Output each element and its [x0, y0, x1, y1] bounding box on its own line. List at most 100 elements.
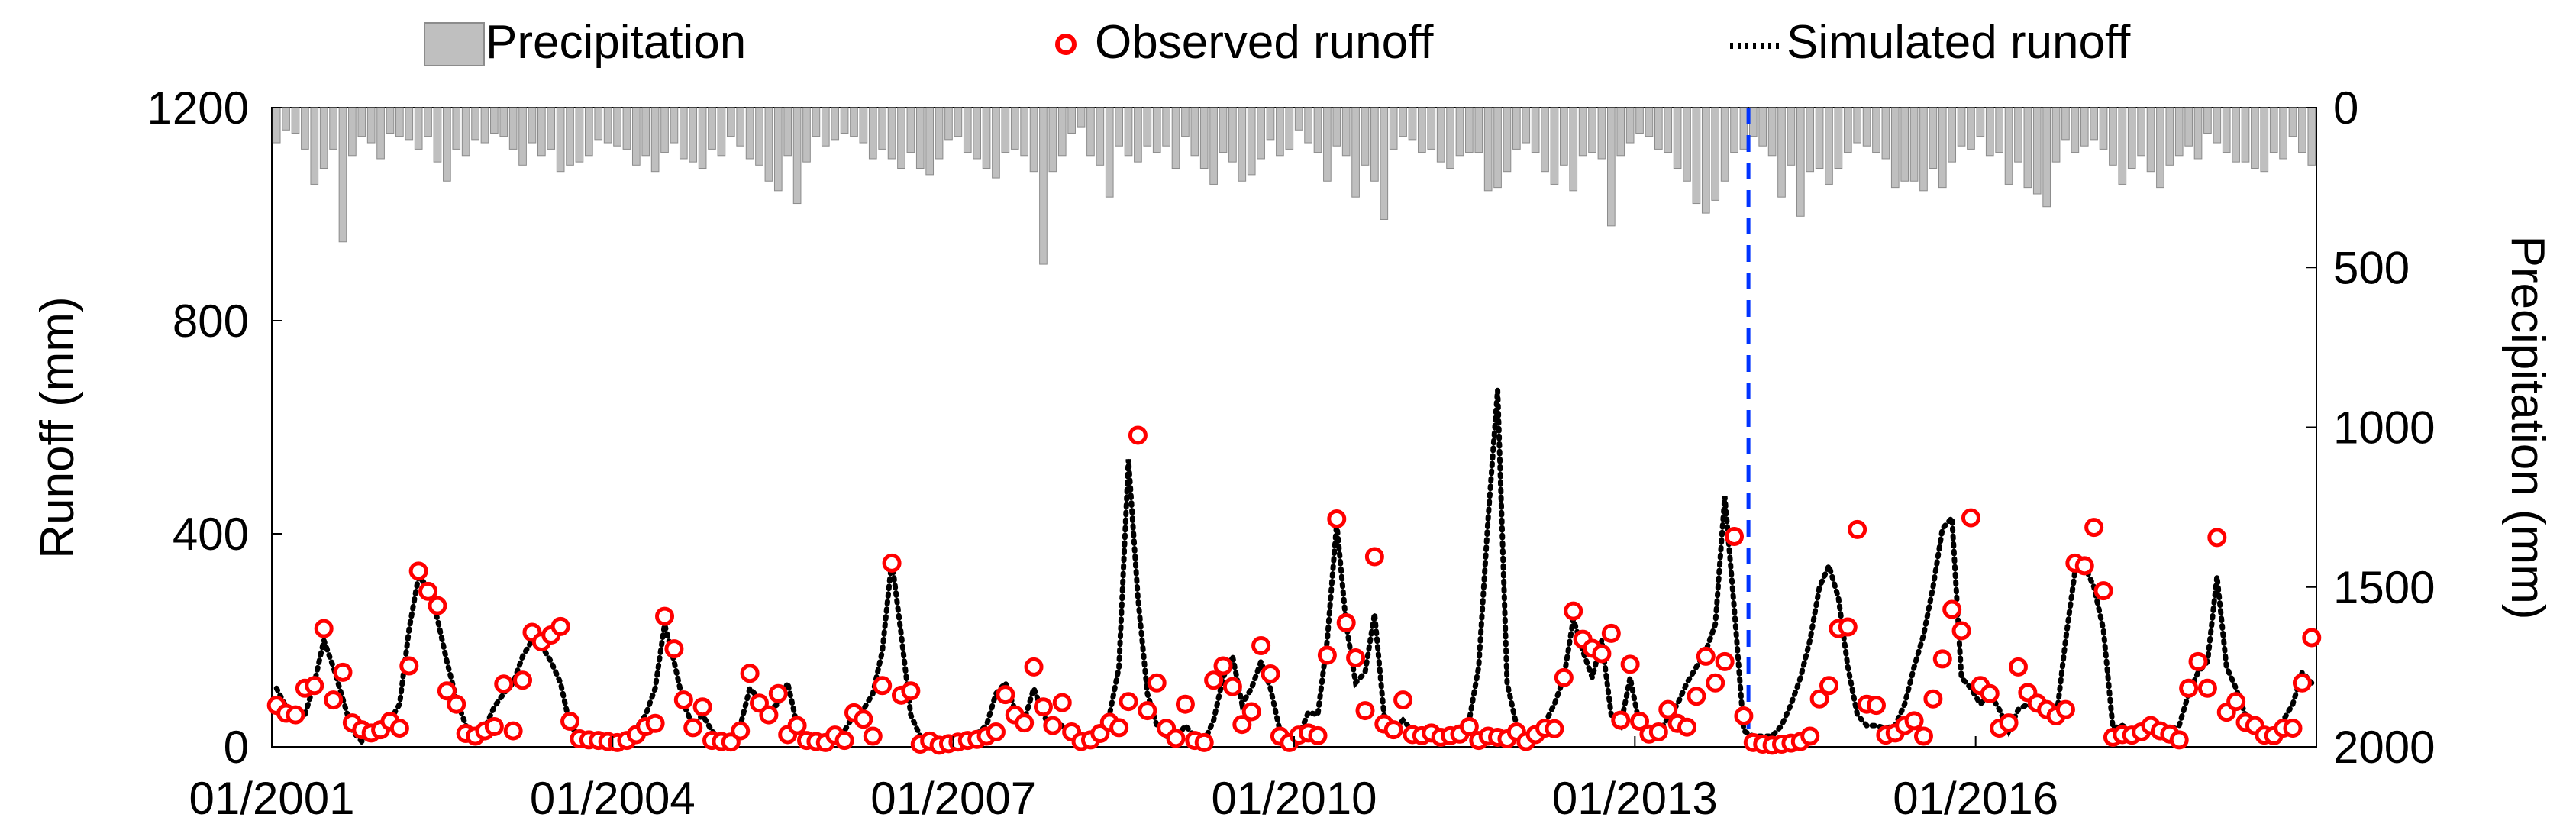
precipitation-bar: [1701, 107, 1710, 214]
precipitation-bar: [1531, 107, 1540, 153]
precipitation-bar: [1645, 107, 1654, 137]
observed-runoff-point: [692, 697, 712, 717]
precipitation-bar: [792, 107, 802, 205]
observed-runoff-point: [1942, 599, 1962, 619]
simulated-runoff-point: [1592, 677, 1593, 678]
precipitation-bar: [2118, 107, 2127, 185]
observed-runoff-point: [683, 718, 703, 738]
x-tick-label: 01/2010: [1212, 773, 1377, 824]
observed-runoff-point: [1838, 617, 1858, 637]
precipitation-bar: [1720, 107, 1729, 182]
precipitation-bar: [963, 107, 972, 153]
precipitation-bar: [1664, 107, 1673, 153]
x-tick-label: 01/2016: [1893, 773, 2058, 824]
precipitation-bar: [566, 107, 574, 166]
observed-runoff-point: [986, 722, 1006, 741]
observed-runoff-point: [333, 662, 353, 682]
precipitation-bar: [2174, 107, 2184, 157]
precipitation-bar: [1890, 107, 1900, 189]
observed-runoff-point: [1648, 722, 1668, 741]
precipitation-bar: [490, 107, 499, 134]
observed-runoff-point: [768, 683, 788, 703]
precipitation-bar: [1020, 107, 1028, 157]
simulated-runoff-point: [1999, 709, 2000, 710]
plot-frame: [271, 107, 2317, 748]
precipitation-bar: [319, 107, 328, 170]
observed-runoff-point: [1383, 720, 1403, 740]
precipitation-bar: [1427, 107, 1436, 150]
simulated-runoff-point: [645, 714, 647, 716]
precipitation-bar: [821, 107, 830, 147]
observed-runoff-point: [882, 553, 902, 573]
observed-runoff-point: [655, 606, 675, 626]
precipitation-bar: [499, 107, 508, 137]
left-axis-title: Runoff (mm): [31, 296, 84, 558]
simulated-runoff-point: [1364, 671, 1366, 673]
precipitation-bar: [1474, 107, 1483, 153]
simulated-runoff-point: [2017, 709, 2019, 710]
simulated-runoff-point: [1629, 677, 1631, 678]
legend-precip-swatch: [424, 22, 485, 66]
right-axis: 0 500 1000 1500 2000: [2306, 82, 2435, 773]
precipitation-bar: [1541, 107, 1549, 173]
observed-runoff-point: [664, 639, 684, 659]
simulated-runoff-point: [1734, 608, 1735, 609]
observed-runoff-point: [1677, 717, 1697, 737]
precipitation-bar: [1294, 107, 1303, 131]
observed-runoff-point: [2074, 556, 2094, 576]
simulated-runoff-point: [1232, 655, 1233, 657]
precipitation-bar: [2307, 107, 2316, 166]
precipitation-bar: [1976, 107, 1985, 137]
precipitation-bar: [575, 107, 584, 163]
observed-runoff-point: [2008, 657, 2028, 677]
observed-runoff-point: [447, 694, 466, 714]
precipitation-bar: [992, 107, 1000, 179]
simulated-runoff-point: [1875, 725, 1877, 726]
legend-observed-label: Observed runoff: [1095, 16, 1434, 69]
precipitation-bar: [1692, 107, 1701, 205]
observed-runoff-point: [1119, 692, 1138, 712]
precipitation-bar: [1304, 107, 1312, 144]
precipitation-bar: [2279, 107, 2287, 160]
observed-runoff-point: [484, 717, 504, 736]
precipitation-bar: [2288, 107, 2297, 137]
precipitation-bar: [452, 107, 461, 150]
observed-runoff-point: [1951, 621, 1971, 641]
observed-runoff-point: [1317, 645, 1337, 665]
simulated-runoff-point: [1800, 677, 1801, 678]
simulated-runoff-point: [1857, 714, 1858, 716]
precipitation-bar: [1408, 107, 1417, 141]
precipitation-bar: [272, 107, 281, 144]
precipitation-bar: [925, 107, 935, 176]
observed-runoff-point: [513, 670, 533, 690]
observed-runoff-point: [2179, 678, 2199, 698]
precipitation-bar: [1048, 107, 1057, 173]
observed-runoff-point: [1980, 683, 2000, 703]
precipitation-bar: [366, 107, 376, 144]
precipitation-bar: [1029, 107, 1038, 173]
precipitation-bar: [2109, 107, 2117, 166]
x-tick-label: 01/2013: [1552, 773, 1718, 824]
precipitation-bar: [812, 107, 821, 137]
precipitation-bar: [1389, 107, 1398, 150]
observed-runoff-point: [673, 690, 693, 710]
simulated-runoff-point: [1317, 714, 1319, 716]
precipitation-bar: [2099, 107, 2108, 150]
observed-runoff-point: [1327, 509, 1347, 528]
precipitation-bar: [1919, 107, 1928, 192]
precipitation-bar: [433, 107, 442, 163]
simulated-runoff-point: [654, 687, 656, 689]
precipitation-bar: [1550, 107, 1559, 185]
precipitation-bar: [1985, 107, 1994, 157]
observed-runoff-point: [324, 690, 344, 710]
observed-runoff-point: [1848, 519, 1867, 539]
observed-runoff-point: [1222, 677, 1242, 696]
observed-runoff-point: [2169, 730, 2189, 750]
precipitation-bar: [1739, 107, 1748, 150]
simulated-runoff-point: [2103, 629, 2104, 631]
precipitation-bar: [1806, 107, 1815, 173]
observed-runoff-point: [1147, 673, 1167, 693]
precipitation-bar: [528, 107, 537, 144]
observed-runoff-point: [1015, 713, 1035, 733]
precipitation-bar: [1654, 107, 1663, 150]
